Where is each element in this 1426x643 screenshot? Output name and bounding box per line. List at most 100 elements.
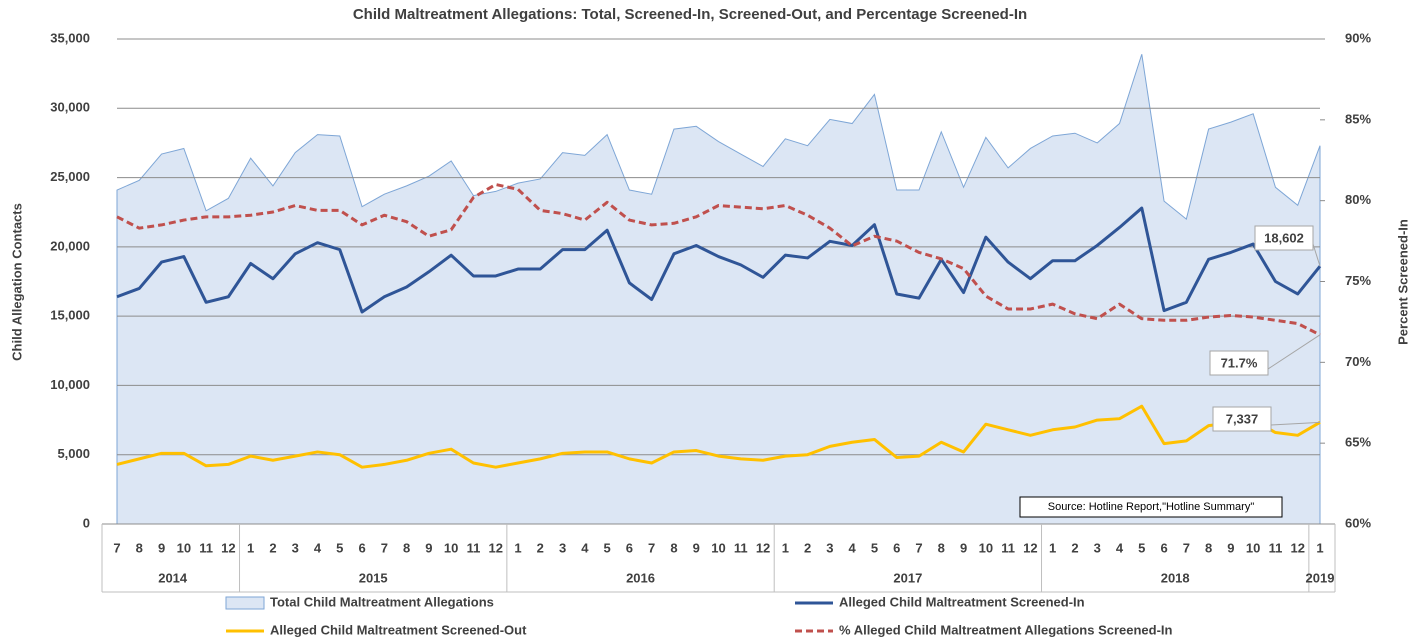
callout-leader [1267, 334, 1321, 370]
callout-box [1254, 225, 1314, 251]
source: Source: Hotline Report,"Hotline Summary" [1048, 501, 1255, 513]
line [116, 206, 1322, 314]
source-box [1019, 496, 1283, 518]
y-tick-label: 25,000 [50, 169, 90, 184]
legend-swatch [225, 596, 265, 610]
year-label: 2014 [158, 570, 188, 585]
legend-label: Alleged Child Maltreatment Screened-In [839, 594, 1085, 609]
x-tick-label: 9 [425, 540, 432, 555]
x-tick-label: 12 [1023, 540, 1037, 555]
x-tick-label: 2 [1071, 540, 1078, 555]
x-tick-label: 1 [514, 540, 521, 555]
x-tick-label: 3 [826, 540, 833, 555]
x-tick-label: 9 [1227, 540, 1234, 555]
data-label: 18,602 [1264, 230, 1304, 245]
x-tick-label: 5 [1138, 540, 1145, 555]
line [116, 404, 1321, 469]
legend-label: Total Child Maltreatment Allegations [270, 594, 494, 609]
year-label: 2019 [1306, 570, 1335, 585]
y-axis-label: Child Allegation Contacts [9, 203, 24, 361]
x-tick-label: 12 [488, 540, 502, 555]
x-tick-label: 8 [403, 540, 410, 555]
y2-axis-label: Percent Screened-In [1395, 219, 1410, 345]
x-tick-label: 1 [1316, 540, 1323, 555]
year-label: 2018 [1161, 570, 1190, 585]
x-tick-label: 6 [893, 540, 900, 555]
x-tick-label: 6 [358, 540, 365, 555]
x-tick-label: 5 [336, 540, 343, 555]
x-tick-label: 8 [670, 540, 677, 555]
y-tick-label: 10,000 [50, 377, 90, 392]
x-tick-label: 7 [648, 540, 655, 555]
area [116, 54, 1321, 525]
x-tick-label: 3 [292, 540, 299, 555]
x-tick-label: 5 [871, 540, 878, 555]
legend-label: Alleged Child Maltreatment Screened-Out [270, 622, 527, 637]
x-tick-label: 12 [756, 540, 770, 555]
x-tick-label: 1 [247, 540, 254, 555]
x-tick-label: 4 [1116, 540, 1124, 555]
y2-tick-label: 85% [1345, 111, 1371, 126]
x-tick-label: 1 [1049, 540, 1056, 555]
legend-label: % Alleged Child Maltreatment Allegations… [839, 622, 1173, 637]
y-tick-label: 0 [83, 515, 90, 530]
x-tick-label: 4 [849, 540, 857, 555]
y2-tick-label: 65% [1345, 435, 1371, 450]
x-tick-label: 1 [782, 540, 789, 555]
x-tick-label: 12 [221, 540, 235, 555]
x-tick-label: 2 [804, 540, 811, 555]
x-tick-label: 9 [960, 540, 967, 555]
x-tick-label: 6 [626, 540, 633, 555]
x-tick-label: 7 [1183, 540, 1190, 555]
y-tick-label: 15,000 [50, 308, 90, 323]
x-tick-label: 11 [199, 540, 213, 555]
x-tick-label: 4 [314, 540, 322, 555]
x-tick-label: 4 [581, 540, 589, 555]
y-tick-label: 30,000 [50, 100, 90, 115]
x-tick-label: 7 [915, 540, 922, 555]
callout-leader [1312, 243, 1321, 267]
callout-box [1212, 406, 1272, 432]
x-tick-label: 10 [979, 540, 993, 555]
x-tick-label: 10 [1246, 540, 1260, 555]
x-tick-label: 9 [158, 540, 165, 555]
y2-tick-label: 60% [1345, 515, 1371, 530]
x-tick-label: 6 [1160, 540, 1167, 555]
y-tick-label: 35,000 [50, 30, 90, 45]
x-tick-label: 8 [1205, 540, 1212, 555]
year-label: 2015 [359, 570, 388, 585]
chart-title: Child Maltreatment Allegations: Total, S… [353, 6, 1027, 23]
year-label: 2017 [893, 570, 922, 585]
y2-tick-label: 70% [1345, 354, 1371, 369]
x-tick-label: 11 [1001, 540, 1015, 555]
y2-tick-label: 75% [1345, 273, 1371, 288]
x-tick-label: 5 [603, 540, 610, 555]
data-label: 7,337 [1226, 411, 1259, 426]
callout-box [1209, 350, 1269, 376]
x-tick-label: 3 [559, 540, 566, 555]
x-tick-label: 8 [938, 540, 945, 555]
x-tick-label: 2 [537, 540, 544, 555]
x-tick-label: 3 [1094, 540, 1101, 555]
x-tick-label: 7 [113, 540, 120, 555]
y-tick-label: 20,000 [50, 238, 90, 253]
x-tick-label: 12 [1290, 540, 1304, 555]
x-tick-label: 8 [136, 540, 143, 555]
x-tick-label: 2 [269, 540, 276, 555]
year-label: 2016 [626, 570, 655, 585]
x-tick-label: 11 [1269, 540, 1283, 555]
x-tick-label: 11 [467, 540, 481, 555]
line [116, 183, 1321, 337]
y-tick-label: 5,000 [57, 446, 90, 461]
x-tick-label: 10 [711, 540, 725, 555]
data-label: 71.7% [1221, 355, 1258, 370]
x-tick-label: 11 [734, 540, 748, 555]
x-tick-label: 7 [381, 540, 388, 555]
x-tick-label: 10 [177, 540, 191, 555]
y2-tick-label: 80% [1345, 192, 1371, 207]
x-tick-label: 9 [693, 540, 700, 555]
x-tick-label: 10 [444, 540, 458, 555]
callout-leader [1270, 421, 1321, 426]
y2-tick-label: 90% [1345, 30, 1371, 45]
